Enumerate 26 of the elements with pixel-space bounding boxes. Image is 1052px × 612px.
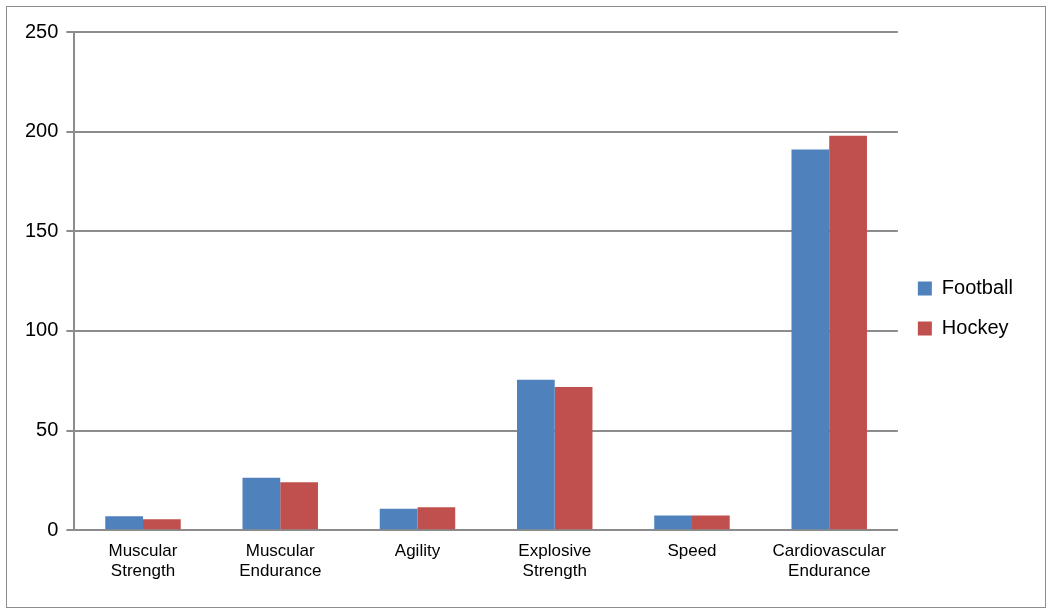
bar [654, 515, 692, 530]
legend-label: Hockey [941, 316, 1009, 339]
x-tick-label: Speed [667, 541, 717, 561]
y-tick-label: 250 [24, 19, 59, 42]
x-tick-label: Explosive Strength [518, 541, 592, 581]
bar [691, 515, 730, 530]
bar [105, 516, 143, 530]
x-tick-label: Muscular Strength [108, 541, 178, 581]
bar [417, 507, 456, 530]
x-tick-label: Agility [394, 541, 441, 561]
bar [516, 379, 555, 530]
y-tick-label: 50 [36, 418, 59, 441]
y-tick-label: 0 [47, 517, 59, 540]
y-tick-label: 100 [24, 318, 59, 341]
bar [142, 519, 181, 530]
y-tick-label: 150 [24, 218, 59, 241]
bar [379, 508, 418, 530]
bar [554, 387, 593, 530]
y-tick-label: 200 [24, 119, 59, 142]
bar [791, 149, 830, 530]
bar [242, 477, 281, 530]
bar [829, 135, 867, 530]
x-tick-label: Muscular Endurance [239, 541, 322, 581]
legend-label: Football [941, 276, 1013, 299]
x-tick-label: Cardiovascular Endurance [772, 541, 887, 581]
bar [280, 482, 318, 530]
